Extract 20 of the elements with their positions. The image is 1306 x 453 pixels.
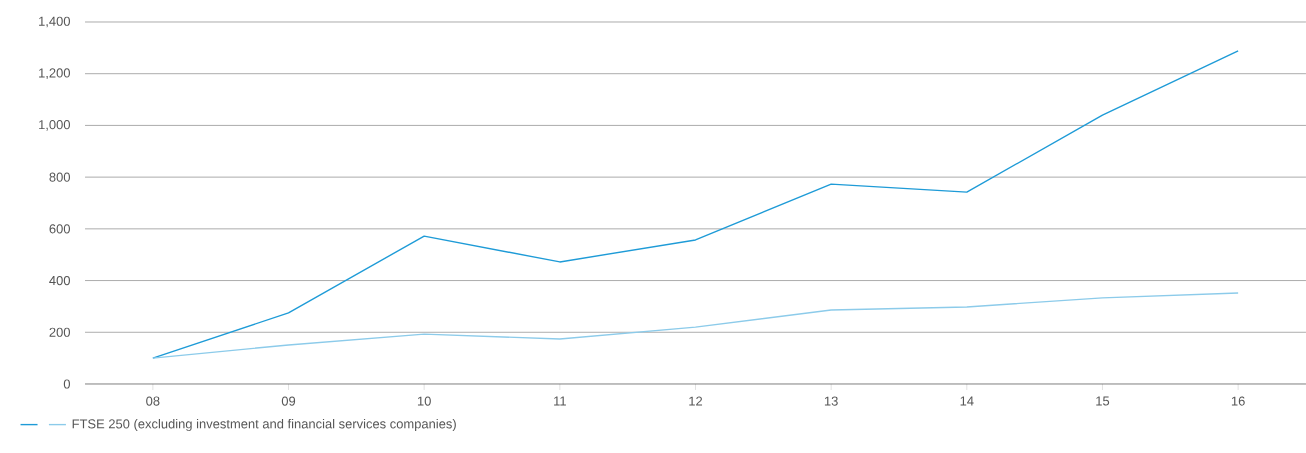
y-tick-label: 1,000 xyxy=(39,120,70,131)
y-tick-label: 800 xyxy=(49,172,70,182)
x-tick-label: 08 xyxy=(146,396,160,406)
x-tick-label: 10 xyxy=(417,396,431,406)
y-tick-label: 400 xyxy=(49,275,70,286)
x-tick-label: 12 xyxy=(689,396,703,406)
x-tick-label: 14 xyxy=(960,396,974,406)
y-tick-label: 1,400 xyxy=(39,16,70,28)
y-tick-label: 200 xyxy=(49,327,70,337)
x-tick-label: 15 xyxy=(1096,396,1110,406)
y-tick-label: 600 xyxy=(49,224,70,234)
y-tick-label: 1,200 xyxy=(39,68,70,80)
legend-label: FTSE 250 (excluding investment and financial services companies) xyxy=(72,418,456,432)
x-tick-label: 09 xyxy=(281,396,296,406)
line-series xyxy=(152,292,1239,359)
line-series xyxy=(152,50,1239,359)
x-tick-label: 16 xyxy=(1231,396,1245,406)
y-tick-label: 0 xyxy=(63,379,70,389)
x-tick-label: 13 xyxy=(824,396,838,406)
x-tick-label: 11 xyxy=(554,396,566,406)
